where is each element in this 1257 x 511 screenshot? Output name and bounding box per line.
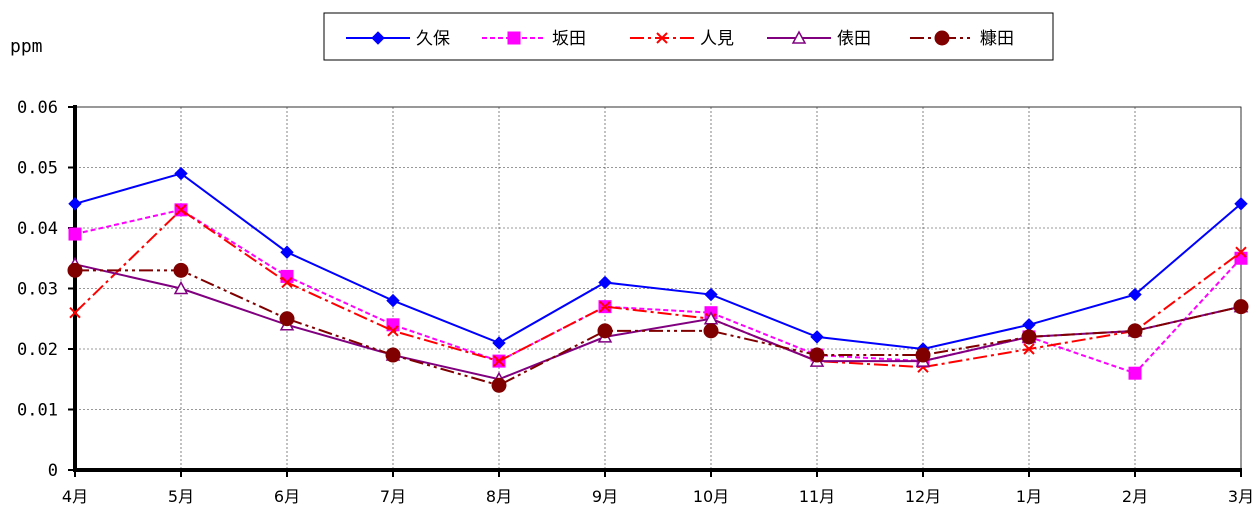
data-point	[1235, 246, 1247, 258]
data-point	[1234, 197, 1248, 211]
data-point	[280, 269, 294, 283]
data-point	[703, 323, 719, 339]
data-point	[809, 347, 825, 363]
data-point	[68, 197, 82, 211]
data-point	[491, 377, 507, 393]
legend-box	[323, 12, 1054, 61]
data-point	[387, 325, 399, 337]
data-point	[175, 204, 187, 216]
y-axis-ticks: 0 0.01 0.02 0.03 0.04 0.05 0.06	[17, 98, 75, 481]
x-tick-label: 4月	[62, 487, 88, 506]
series-line	[74, 172, 1242, 351]
series-line	[74, 263, 1242, 381]
x-tick-label: 5月	[168, 487, 194, 506]
legend-label: 糠田	[980, 28, 1014, 49]
y-tick-label: 0.01	[17, 401, 58, 421]
legend-label: 人見	[700, 29, 734, 49]
x-tick-label: 12月	[905, 487, 941, 506]
legend-item-5: 糠田	[910, 28, 1014, 49]
data-point	[1128, 366, 1142, 380]
y-tick-label: 0.06	[17, 98, 58, 118]
series-1	[68, 166, 1248, 356]
x-tick-label: 8月	[486, 487, 512, 506]
data-point	[656, 32, 668, 44]
data-point	[934, 30, 950, 46]
series-2	[68, 203, 1248, 380]
data-point	[1127, 323, 1143, 339]
data-point	[68, 227, 82, 241]
x-tick-label: 1月	[1016, 487, 1042, 506]
data-point	[281, 276, 293, 289]
x-tick-label: 2月	[1122, 487, 1148, 506]
data-point	[173, 280, 189, 295]
data-point	[915, 347, 931, 363]
data-point	[598, 275, 612, 290]
y-tick-label: 0.03	[17, 280, 58, 300]
legend-item-4: 俵田	[767, 29, 871, 49]
x-tick-label: 11月	[799, 487, 835, 506]
data-point	[1233, 299, 1249, 315]
data-point	[704, 287, 718, 302]
legend-label: 久保	[416, 29, 450, 49]
data-point	[1021, 329, 1037, 345]
y-tick-label: 0	[48, 461, 58, 481]
x-tick-label: 6月	[274, 487, 300, 506]
series-layer	[67, 166, 1249, 393]
x-tick-label: 3月	[1228, 487, 1254, 506]
y-tick-label: 0.05	[17, 159, 58, 179]
data-point	[280, 245, 294, 259]
legend-label: 坂田	[552, 29, 586, 49]
data-point	[791, 30, 807, 44]
data-point	[597, 323, 613, 339]
data-point	[67, 262, 83, 278]
legend-label: 俵田	[837, 29, 871, 49]
x-tick-label: 7月	[380, 487, 406, 506]
data-point	[279, 311, 295, 327]
data-point	[69, 306, 81, 319]
y-tick-label: 0.02	[17, 340, 58, 360]
data-point	[810, 330, 824, 344]
legend-item-2: 坂田	[482, 29, 586, 49]
data-point	[174, 166, 188, 181]
data-point	[173, 262, 189, 278]
data-point	[493, 355, 505, 367]
series-line	[75, 269, 1242, 387]
y-tick-label: 0.04	[17, 219, 58, 239]
x-tick-label: 9月	[592, 487, 618, 506]
y-axis-unit-label: ppm	[10, 36, 43, 57]
data-point	[1234, 251, 1248, 265]
legend-item-3: 人見	[630, 29, 734, 49]
data-point	[507, 31, 521, 45]
series-5	[67, 262, 1249, 393]
data-point	[492, 336, 506, 350]
series-line	[74, 208, 1242, 369]
series-line	[74, 208, 1242, 375]
data-point	[386, 293, 400, 308]
data-point	[1023, 343, 1035, 355]
data-point	[1128, 287, 1142, 302]
x-tick-label: 10月	[693, 487, 729, 506]
series-4	[67, 256, 1249, 385]
legend-item-1: 久保	[346, 29, 450, 49]
x-axis-ticks: 4月 5月 6月 7月 8月 9月 10月 11月 12月 1月 2月 3月	[62, 470, 1254, 506]
data-point	[371, 31, 385, 45]
data-point	[1022, 318, 1036, 332]
data-point	[385, 347, 401, 363]
legend: 久保 坂田 人見 俵田 糠田	[323, 12, 1054, 61]
data-point	[599, 300, 611, 313]
